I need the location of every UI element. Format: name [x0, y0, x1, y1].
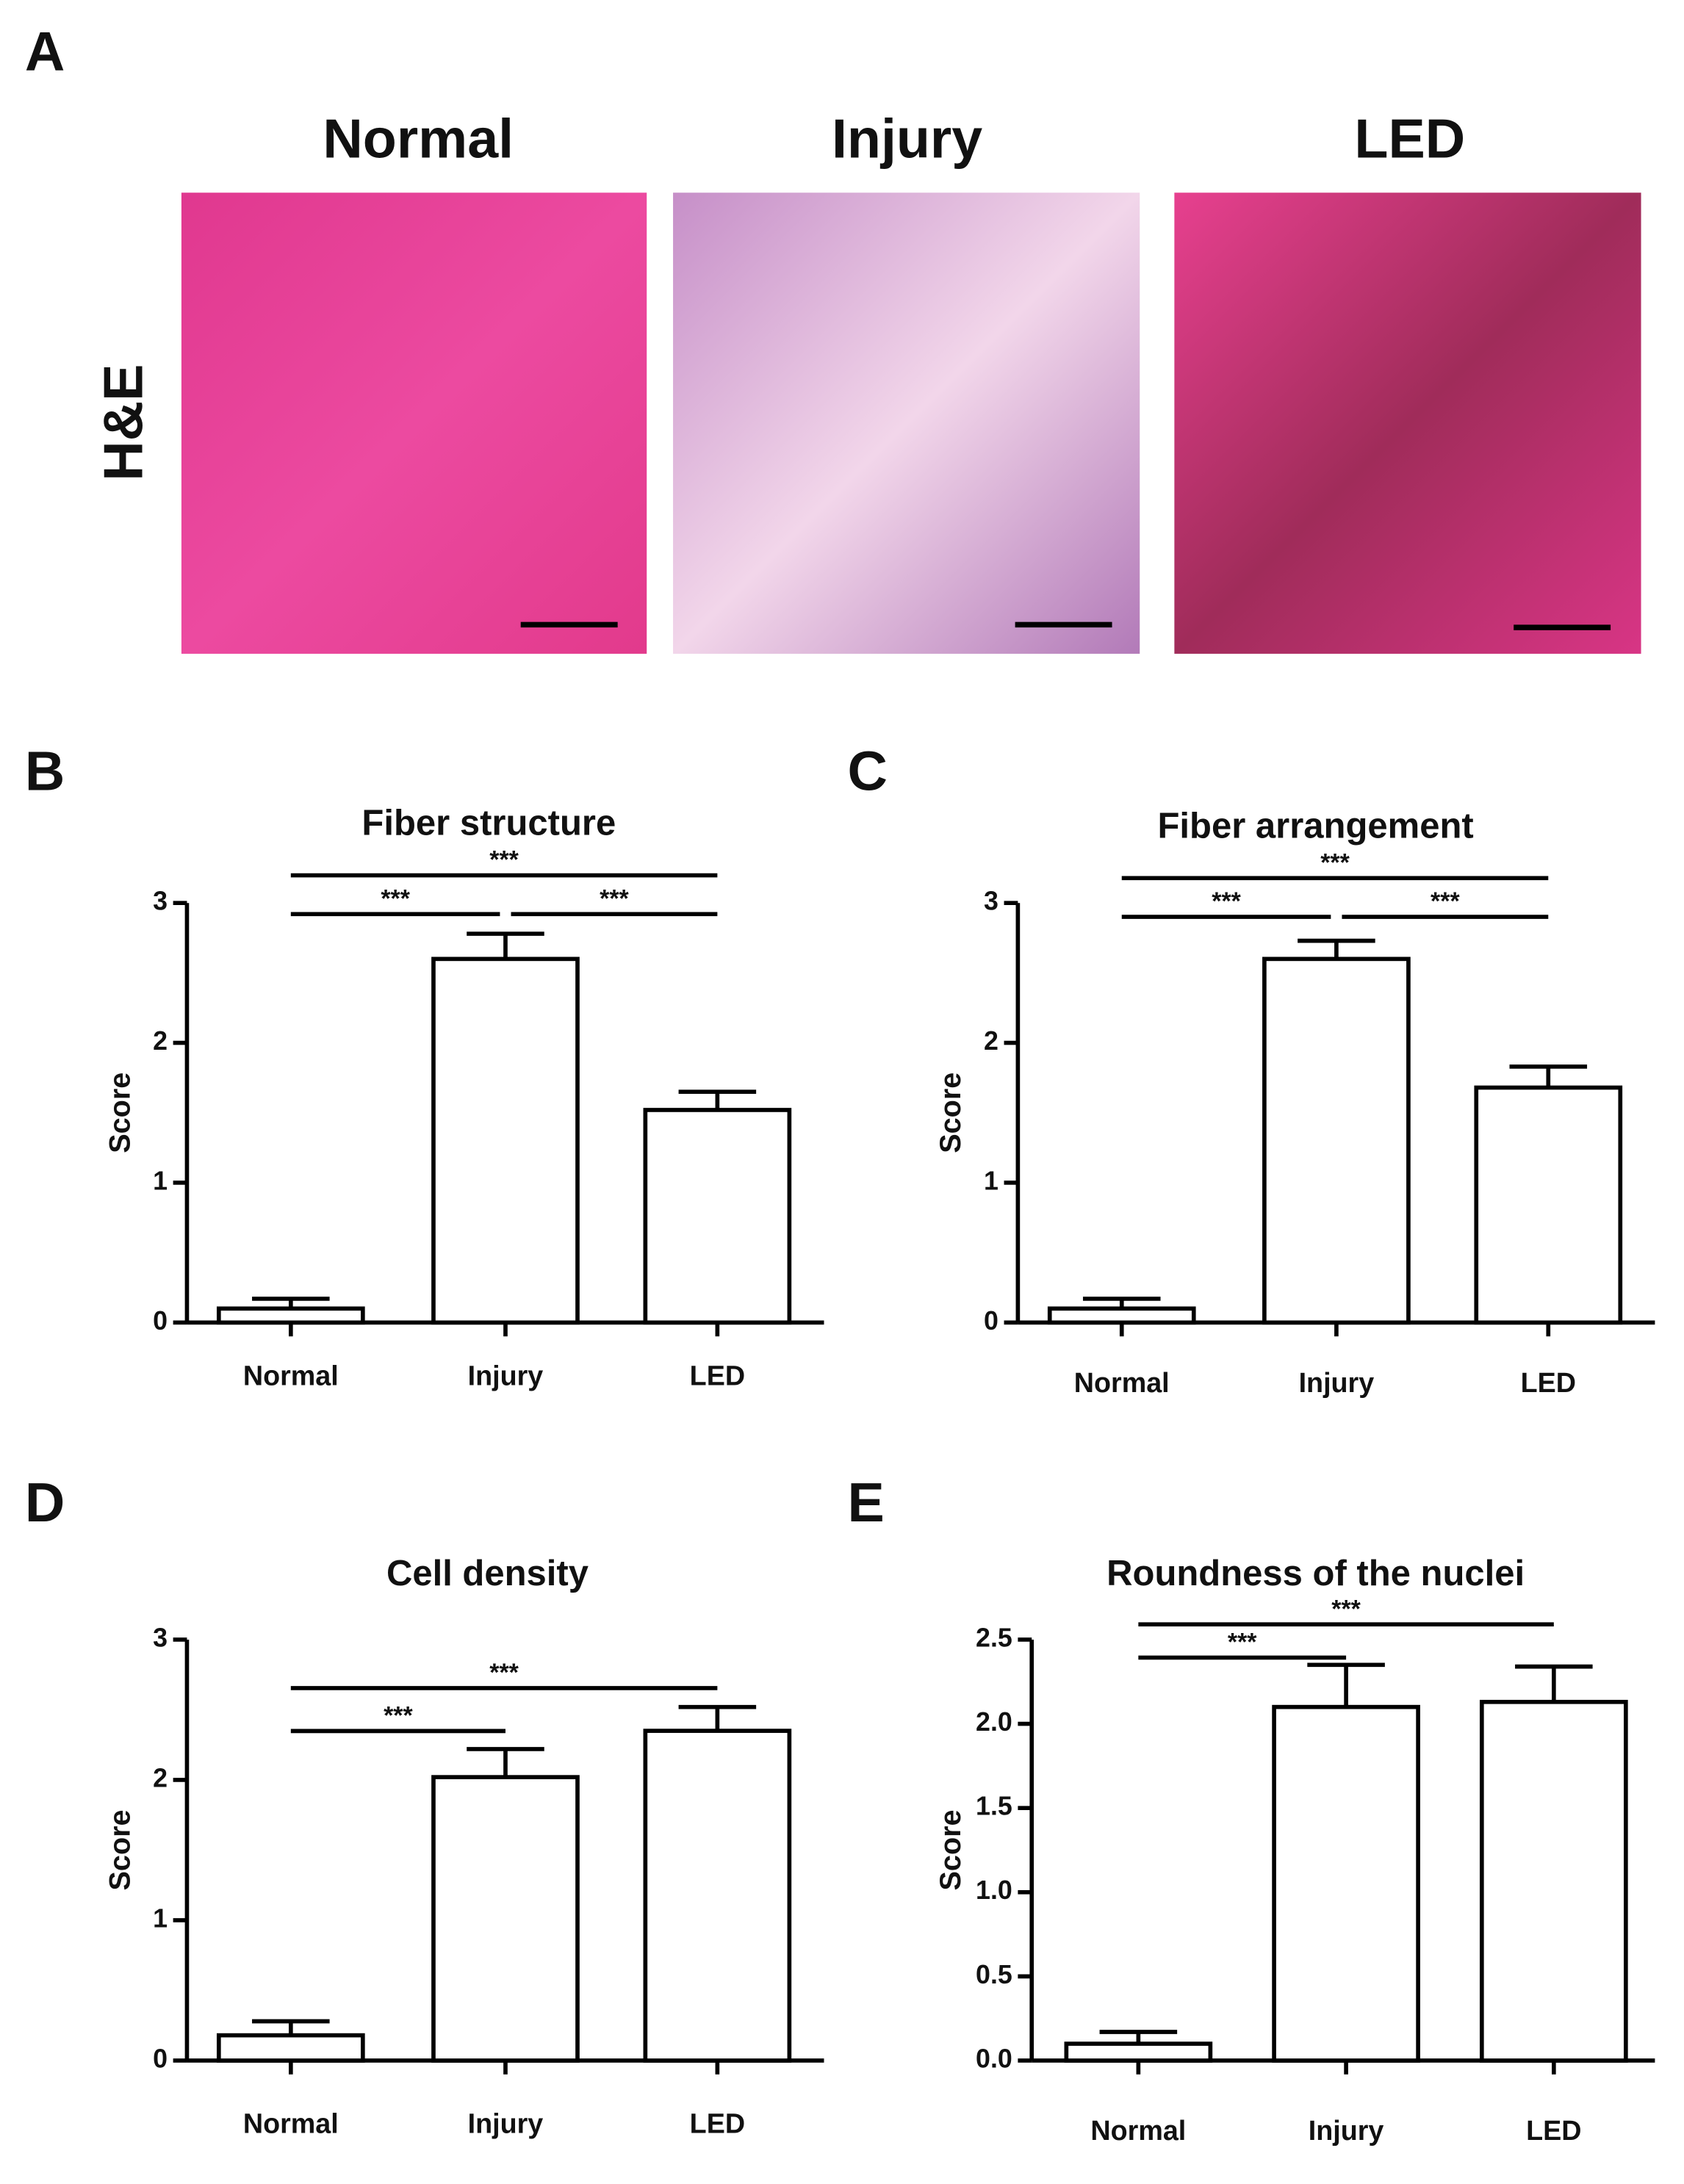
x-tick-label: Injury [468, 2108, 544, 2139]
significance-label: *** [600, 884, 629, 912]
x-tick-label: Normal [1090, 2115, 1186, 2146]
y-tick-label: 3 [153, 887, 168, 916]
y-tick-label: 0 [153, 1306, 168, 1336]
chart-title: Cell density [386, 1554, 589, 1593]
y-tick-label: 1 [153, 1166, 168, 1195]
x-tick-label: Normal [243, 1361, 339, 1391]
panel-letter: A [25, 21, 65, 82]
bar [1479, 1699, 1628, 2063]
y-axis-label: Score [104, 1073, 136, 1153]
y-tick-label: 0 [153, 2044, 168, 2073]
chart-title: Fiber arrangement [1158, 806, 1474, 846]
micrograph [673, 192, 1140, 654]
panel-letter: D [25, 1471, 65, 1533]
y-tick-label: 2.0 [976, 1707, 1012, 1737]
significance-label: *** [381, 884, 410, 912]
chart-title: Fiber structure [361, 804, 616, 843]
significance-label: *** [1228, 1629, 1257, 1657]
micrograph [181, 192, 647, 654]
x-tick-label: Injury [1299, 1367, 1375, 1398]
x-tick-label: Normal [243, 2108, 339, 2139]
x-tick-label: LED [690, 1361, 745, 1391]
bar [431, 1775, 580, 2063]
significance-label: *** [1212, 887, 1241, 915]
micrograph [1174, 192, 1641, 654]
significance-label: *** [1320, 848, 1350, 876]
bar [643, 1729, 792, 2063]
column-title: Normal [323, 107, 514, 169]
bar [1272, 1704, 1420, 2063]
panel-letter: E [848, 1471, 885, 1533]
significance-label: *** [1431, 887, 1460, 915]
x-tick-label: Normal [1074, 1367, 1170, 1398]
x-tick-label: LED [1526, 2115, 1581, 2146]
column-title: LED [1354, 107, 1465, 169]
bar [216, 2033, 365, 2063]
x-tick-label: LED [1521, 1367, 1576, 1398]
panel-letter: C [848, 740, 888, 802]
y-tick-label: 2.5 [976, 1623, 1012, 1652]
y-tick-label: 1 [153, 1903, 168, 1933]
y-tick-label: 0 [984, 1306, 998, 1336]
significance-label: *** [489, 1659, 519, 1687]
bar [1474, 1085, 1623, 1325]
bar [431, 956, 580, 1325]
y-tick-label: 2 [984, 1026, 998, 1056]
y-tick-label: 0.5 [976, 1960, 1012, 1989]
significance-label: *** [1331, 1595, 1361, 1623]
y-tick-label: 1.0 [976, 1875, 1012, 1905]
bar [1262, 956, 1411, 1325]
y-tick-label: 2 [153, 1763, 168, 1792]
x-tick-label: LED [690, 2108, 745, 2139]
significance-label: *** [489, 846, 519, 874]
y-tick-label: 3 [153, 1623, 168, 1652]
panel-letter: B [25, 740, 65, 802]
y-tick-label: 1 [984, 1166, 998, 1195]
bar [216, 1306, 365, 1325]
y-tick-label: 2 [153, 1026, 168, 1056]
column-title: Injury [832, 107, 982, 169]
bar [1047, 1306, 1196, 1325]
y-tick-label: 3 [984, 887, 998, 916]
y-axis-label: Score [104, 1809, 136, 1890]
y-axis-label: Score [935, 1073, 967, 1153]
bar [1064, 2041, 1213, 2063]
chart-title: Roundness of the nuclei [1107, 1554, 1525, 1593]
y-tick-label: 1.5 [976, 1792, 1012, 1821]
x-tick-label: Injury [1309, 2115, 1384, 2146]
row-label: H&E [92, 364, 154, 481]
bar [643, 1108, 792, 1325]
y-tick-label: 0.0 [976, 2044, 1012, 2073]
significance-label: *** [384, 1701, 413, 1729]
y-axis-label: Score [935, 1809, 967, 1890]
x-tick-label: Injury [468, 1361, 544, 1391]
